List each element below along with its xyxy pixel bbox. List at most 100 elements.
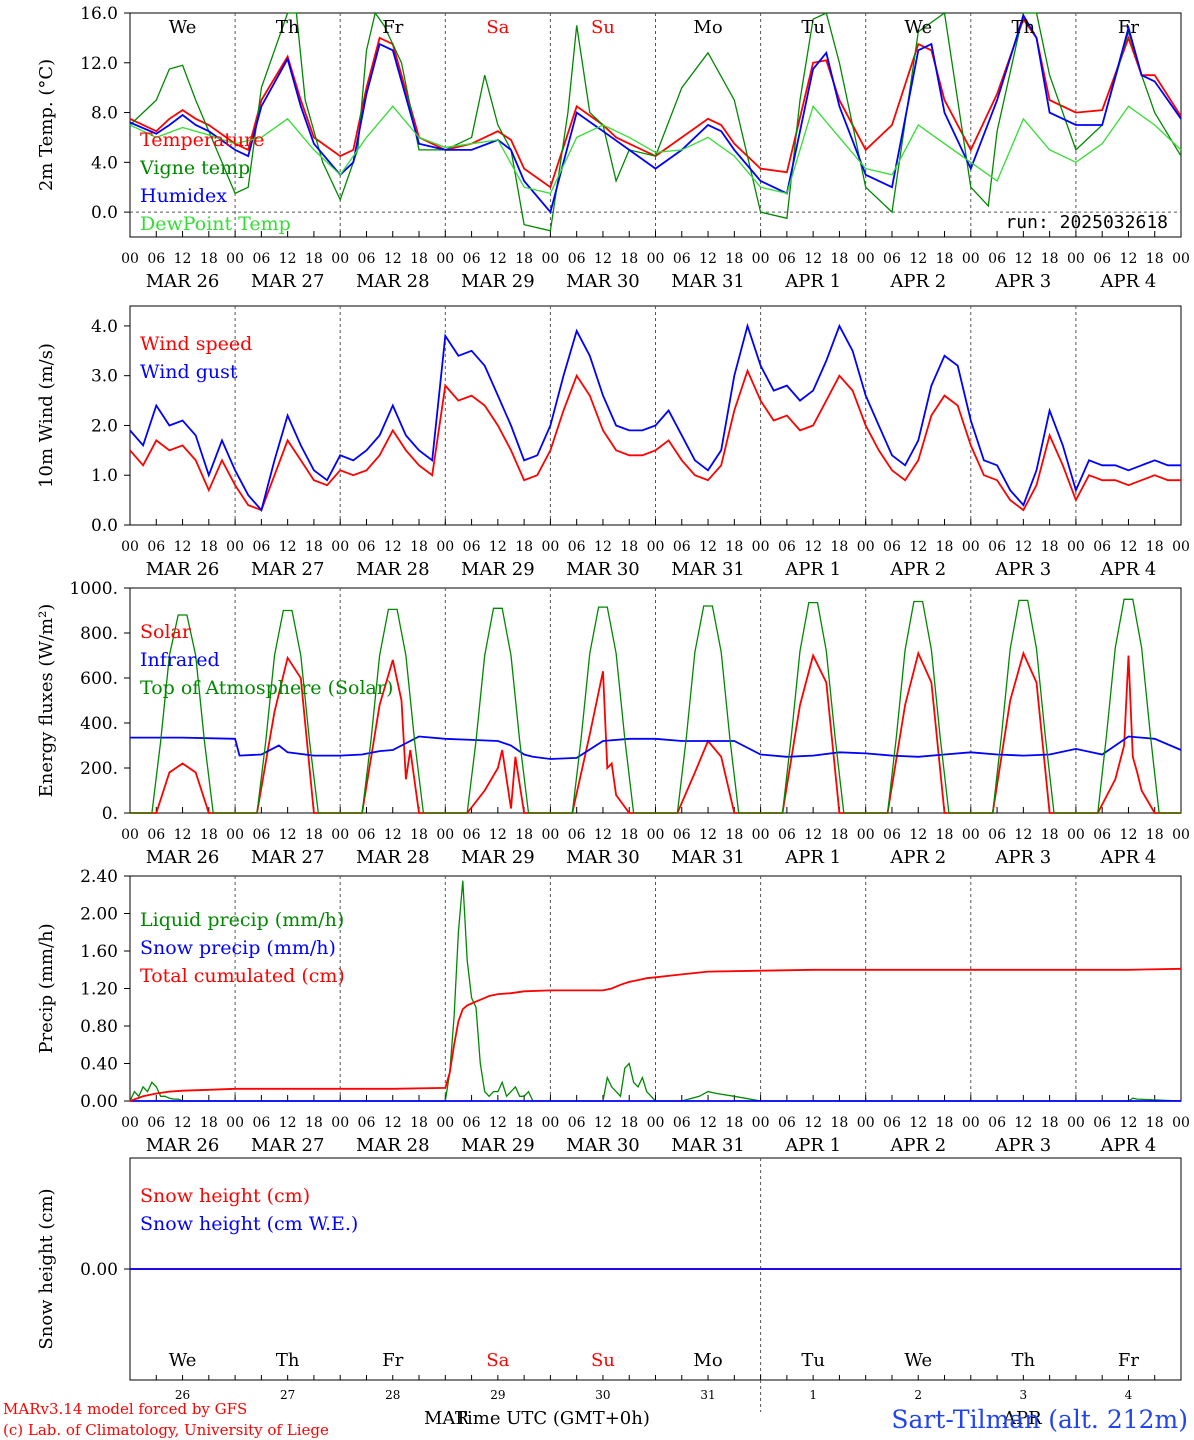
- x-tick-label: 06: [358, 251, 376, 267]
- x-tick-label: 06: [883, 1115, 901, 1131]
- weekday-label: Fr: [382, 17, 403, 38]
- series-line-3: [129, 13, 1182, 215]
- x-tick-label: 00: [121, 251, 139, 267]
- x-tick-label: 12: [594, 539, 612, 555]
- x-tick-label: 12: [909, 827, 927, 843]
- legend-entry: DewPoint Temp: [140, 213, 291, 235]
- x-tick-label: 06: [778, 251, 796, 267]
- x-tick-label: 12: [699, 1115, 717, 1131]
- x-tick-label: 06: [778, 539, 796, 555]
- x-tick-label: 00: [857, 251, 875, 267]
- station-label: Sart-Tilman (alt. 212m): [891, 1405, 1188, 1434]
- y-axis-label: Precip (mm/h): [36, 923, 57, 1053]
- date-number: 3: [1020, 1388, 1028, 1402]
- series-line-4: [129, 104, 1182, 195]
- x-tick-label: 06: [883, 827, 901, 843]
- x-tick-label: 00: [541, 827, 559, 843]
- x-tick-label: 12: [1014, 827, 1032, 843]
- x-tick-label: 06: [463, 1115, 481, 1131]
- y-axis-label: 10m Wind (m/s): [36, 343, 57, 488]
- x-tick-label: 18: [200, 1115, 218, 1131]
- x-tick-label: 12: [384, 827, 402, 843]
- x-tick-label: 00: [436, 251, 454, 267]
- date-label: MAR 27: [251, 1135, 325, 1156]
- legend-entry: Total cumulated (cm): [140, 965, 345, 987]
- x-tick-label: 00: [962, 539, 980, 555]
- date-number: 4: [1125, 1388, 1133, 1402]
- weekday-label: We: [169, 17, 197, 38]
- y-tick-label: 0.80: [80, 1017, 118, 1037]
- x-tick-label: 06: [988, 1115, 1006, 1131]
- date-label: MAR 29: [461, 1135, 535, 1156]
- date-label: APR 3: [994, 559, 1051, 580]
- x-tick-label: 00: [857, 1115, 875, 1131]
- weekday-label: Fr: [1118, 1350, 1139, 1371]
- date-label: MAR 30: [566, 559, 640, 580]
- x-tick-label: 18: [1041, 251, 1059, 267]
- date-label: APR 3: [994, 1135, 1051, 1156]
- x-tick-label: 06: [463, 251, 481, 267]
- x-tick-label: 06: [673, 539, 691, 555]
- series-line-1: [129, 17, 1182, 189]
- date-label: MAR 28: [356, 1135, 430, 1156]
- x-tick-label: 12: [909, 1115, 927, 1131]
- x-tick-label: 06: [568, 1115, 586, 1131]
- x-tick-label: 12: [1120, 251, 1138, 267]
- x-tick-label: 00: [541, 539, 559, 555]
- x-tick-label: 12: [489, 1115, 507, 1131]
- x-tick-label: 00: [541, 251, 559, 267]
- panel-frame: [129, 12, 1182, 238]
- x-tick-label: 12: [804, 539, 822, 555]
- x-tick-label: 00: [541, 1115, 559, 1131]
- weekday-label: Mo: [693, 1350, 722, 1371]
- x-tick-label: 18: [515, 251, 533, 267]
- x-tick-label: 00: [436, 539, 454, 555]
- y-tick-label: 2.40: [80, 867, 118, 887]
- y-tick-label: 0.0: [91, 516, 118, 536]
- date-label: MAR 27: [251, 271, 325, 292]
- x-tick-label: 18: [725, 251, 743, 267]
- y-tick-label: 1.60: [80, 942, 118, 962]
- weekday-label: We: [904, 1350, 932, 1371]
- y-axis-label: Snow height (cm): [36, 1188, 57, 1349]
- y-tick-label: 600.: [80, 669, 118, 689]
- x-tick-label: 18: [831, 539, 849, 555]
- x-tick-label: 06: [673, 251, 691, 267]
- x-tick-label: 06: [1093, 1115, 1111, 1131]
- x-tick-label: 00: [1172, 1115, 1190, 1131]
- date-label: APR 2: [889, 559, 946, 580]
- x-tick-label: 18: [410, 827, 428, 843]
- x-tick-label: 18: [1146, 827, 1164, 843]
- date-label: APR 4: [1100, 847, 1157, 868]
- x-tick-label: 06: [358, 1115, 376, 1131]
- legend-entry: Top of Atmosphere (Solar): [140, 677, 393, 699]
- date-label: APR 1: [784, 1135, 841, 1156]
- date-number: 27: [280, 1388, 295, 1402]
- weekday-label: Sa: [486, 1350, 509, 1371]
- x-tick-label: 18: [410, 539, 428, 555]
- x-tick-label: 06: [252, 1115, 270, 1131]
- copyright: (c) Lab. of Climatology, University of L…: [3, 1421, 329, 1439]
- date-label: MAR 28: [356, 559, 430, 580]
- x-tick-label: 18: [620, 1115, 638, 1131]
- x-tick-label: 00: [226, 251, 244, 267]
- x-tick-label: 06: [358, 827, 376, 843]
- x-tick-label: 06: [883, 539, 901, 555]
- x-tick-label: 12: [279, 827, 297, 843]
- panel-3: 0. 200. 400. 600. 800. 1000. Energy fluxes (W/…: [36, 579, 1190, 868]
- date-label: MAR 30: [566, 1135, 640, 1156]
- x-tick-label: 00: [436, 827, 454, 843]
- x-tick-label: 12: [1014, 251, 1032, 267]
- y-tick-label: 4.0: [91, 153, 118, 173]
- x-tick-label: 06: [1093, 827, 1111, 843]
- month-label-right: APR: [1002, 1408, 1042, 1429]
- panel-5: 0.00 Snow height (cm) Snow height (cm) Snow…: [36, 1157, 1182, 1381]
- x-tick-label: 12: [384, 1115, 402, 1131]
- y-tick-label: 8.0: [91, 104, 118, 124]
- x-tick-label: 00: [962, 251, 980, 267]
- x-tick-label: 12: [699, 539, 717, 555]
- x-tick-label: 12: [699, 251, 717, 267]
- x-tick-label: 18: [936, 827, 954, 843]
- x-tick-label: 00: [647, 539, 665, 555]
- x-tick-label: 18: [305, 251, 323, 267]
